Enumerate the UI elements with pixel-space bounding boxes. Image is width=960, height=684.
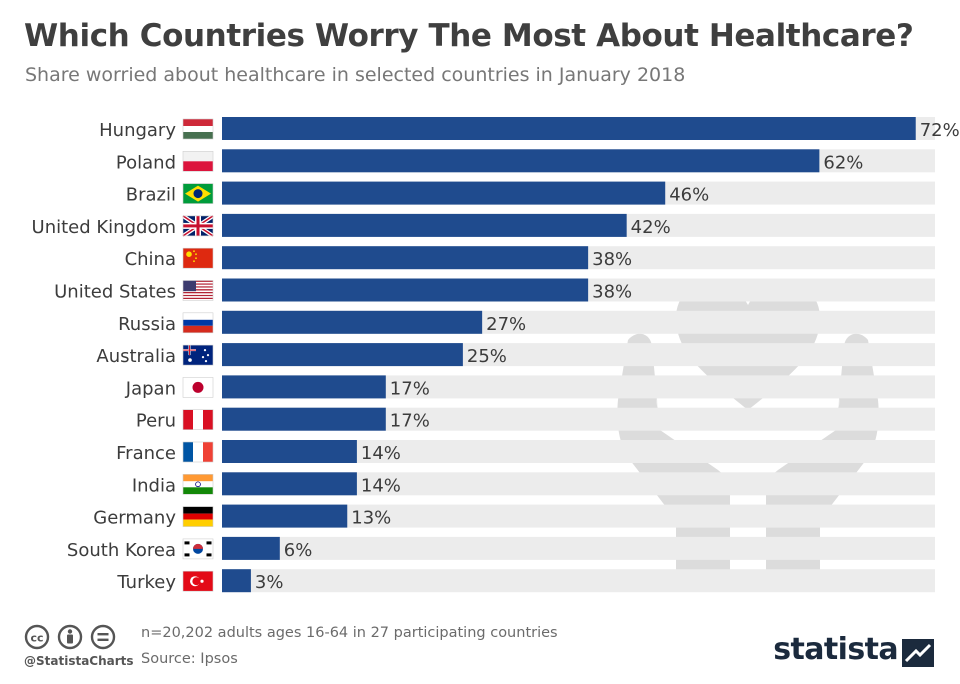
value-label-japan: 17% <box>390 378 430 399</box>
value-label-china: 38% <box>592 249 632 270</box>
flag-russia-icon <box>182 312 214 334</box>
bar-germany[interactable] <box>222 504 348 528</box>
bar-brazil[interactable] <box>222 181 666 205</box>
value-label-united-states: 38% <box>592 282 632 303</box>
category-label-hungary: Hungary <box>99 120 176 141</box>
category-label-south-korea: South Korea <box>67 540 176 561</box>
bar-united-states[interactable] <box>222 278 589 302</box>
category-label-united-kingdom: United Kingdom <box>32 217 176 238</box>
equal-icon <box>90 624 116 650</box>
category-label-turkey: Turkey <box>116 572 176 593</box>
svg-text:cc: cc <box>30 632 43 645</box>
bar-peru[interactable] <box>222 407 386 431</box>
license-icons: cc <box>24 624 116 650</box>
bar-india[interactable] <box>222 472 357 496</box>
flag-poland-icon <box>182 151 214 172</box>
flag-brazil-icon <box>182 183 214 204</box>
flag-australia-icon <box>182 344 214 366</box>
bar-united-kingdom[interactable] <box>222 213 627 237</box>
bar-track-turkey <box>222 569 935 593</box>
category-label-united-states: United States <box>54 282 176 303</box>
bar-track-india <box>222 472 935 496</box>
value-label-united-kingdom: 42% <box>631 217 671 238</box>
chart-subtitle: Share worried about healthcare in select… <box>25 64 686 86</box>
flag-hungary-icon <box>182 118 214 140</box>
flag-united-kingdom-icon <box>181 214 215 238</box>
category-label-russia: Russia <box>118 314 176 335</box>
category-label-china: China <box>125 249 176 270</box>
value-label-south-korea: 6% <box>284 540 313 561</box>
category-label-japan: Japan <box>125 378 176 399</box>
value-label-australia: 25% <box>467 346 507 367</box>
category-label-poland: Poland <box>116 152 176 173</box>
bar-track-japan <box>222 375 935 399</box>
flag-japan-icon <box>182 377 214 398</box>
bar-japan[interactable] <box>222 375 386 399</box>
bar-poland[interactable] <box>222 149 820 173</box>
value-label-poland: 62% <box>823 152 863 173</box>
value-label-turkey: 3% <box>255 572 284 593</box>
flag-india-icon <box>182 473 214 495</box>
statista-logo-icon[interactable] <box>902 639 934 667</box>
value-label-peru: 17% <box>390 411 430 432</box>
twitter-handle: @StatistaCharts <box>24 654 134 668</box>
flag-germany-icon <box>182 506 214 527</box>
chart-title: Which Countries Worry The Most About Hea… <box>24 18 914 54</box>
cc-icon: cc <box>24 624 50 650</box>
person-icon <box>57 624 83 650</box>
bar-track-france <box>222 440 935 463</box>
value-label-india: 14% <box>361 475 401 496</box>
bar-track-south-korea <box>222 536 935 560</box>
category-label-brazil: Brazil <box>126 185 176 206</box>
flag-peru-icon <box>182 409 214 431</box>
bar-south-korea[interactable] <box>222 536 280 560</box>
flag-turkey-icon <box>182 570 214 592</box>
category-label-peru: Peru <box>136 411 176 432</box>
footer-note: n=20,202 adults ages 16-64 in 27 partici… <box>141 625 558 641</box>
value-label-hungary: 72% <box>920 120 960 141</box>
value-label-germany: 13% <box>351 508 391 529</box>
category-label-france: France <box>116 443 176 464</box>
value-label-france: 14% <box>361 443 401 464</box>
flag-south-korea-icon <box>182 538 214 560</box>
bar-turkey[interactable] <box>222 569 251 593</box>
flag-united-states-icon <box>182 280 214 301</box>
category-label-germany: Germany <box>93 508 176 529</box>
category-label-india: India <box>132 475 176 496</box>
flag-china-icon <box>182 247 214 269</box>
category-label-australia: Australia <box>96 346 176 367</box>
flag-france-icon <box>182 441 214 463</box>
bar-australia[interactable] <box>222 343 463 367</box>
bar-russia[interactable] <box>222 310 483 334</box>
bar-track-peru <box>222 407 935 431</box>
bar-china[interactable] <box>222 246 589 270</box>
value-label-brazil: 46% <box>669 185 709 206</box>
statista-wordmark[interactable]: statista <box>773 632 898 667</box>
bar-track-germany <box>222 504 935 528</box>
value-label-russia: 27% <box>486 314 526 335</box>
bar-france[interactable] <box>222 440 357 463</box>
footer-source: Source: Ipsos <box>141 651 238 667</box>
bar-hungary[interactable] <box>222 117 916 140</box>
